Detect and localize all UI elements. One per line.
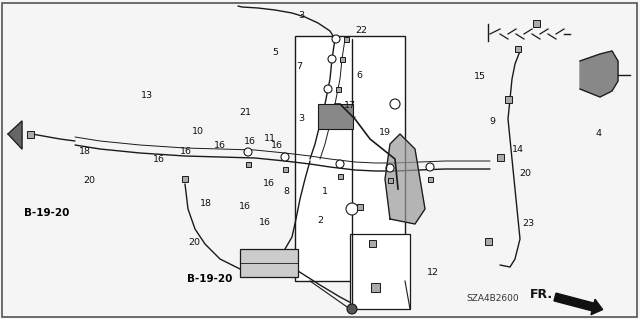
Circle shape: [332, 35, 340, 43]
Text: 17: 17: [344, 101, 356, 110]
Bar: [532, 19, 540, 26]
Text: 20: 20: [84, 176, 95, 185]
Bar: [344, 36, 349, 41]
Bar: [339, 56, 344, 62]
Text: 23: 23: [523, 219, 534, 228]
Text: 9: 9: [490, 117, 496, 126]
Circle shape: [347, 304, 357, 314]
Text: 1: 1: [322, 187, 328, 196]
Bar: [497, 153, 504, 160]
Text: 18: 18: [79, 147, 90, 156]
Text: 5: 5: [272, 48, 278, 57]
Bar: [246, 161, 250, 167]
Text: FR.: FR.: [530, 288, 553, 301]
Text: SZA4B2600: SZA4B2600: [466, 294, 518, 303]
Text: 12: 12: [427, 268, 438, 277]
Bar: [428, 176, 433, 182]
Text: 7: 7: [296, 62, 303, 71]
Text: 16: 16: [153, 155, 164, 164]
Text: 22: 22: [355, 26, 367, 35]
Text: B-19-20: B-19-20: [187, 274, 232, 285]
Text: 3: 3: [298, 114, 304, 122]
Text: 15: 15: [474, 72, 486, 81]
Circle shape: [324, 85, 332, 93]
Text: 14: 14: [513, 145, 524, 154]
Bar: [26, 130, 33, 137]
Text: 4: 4: [595, 130, 602, 138]
Text: 18: 18: [200, 199, 212, 208]
Bar: [240, 249, 298, 277]
Text: 6: 6: [356, 71, 363, 80]
Text: 16: 16: [244, 137, 255, 146]
Text: 2: 2: [317, 216, 323, 225]
Bar: [318, 104, 353, 129]
Circle shape: [426, 163, 434, 171]
Text: 16: 16: [271, 141, 282, 150]
Text: 10: 10: [193, 127, 204, 136]
Text: 16: 16: [263, 179, 275, 188]
Bar: [515, 46, 521, 52]
Bar: [350, 234, 410, 309]
Bar: [369, 240, 376, 247]
Text: 11: 11: [264, 134, 276, 143]
Bar: [504, 95, 511, 102]
Text: 16: 16: [214, 141, 225, 150]
Text: 20: 20: [519, 169, 531, 178]
Circle shape: [244, 148, 252, 156]
Text: 16: 16: [259, 218, 271, 226]
Circle shape: [336, 160, 344, 168]
Text: 16: 16: [180, 147, 191, 156]
Circle shape: [281, 153, 289, 161]
Text: 21: 21: [240, 108, 252, 117]
Circle shape: [328, 55, 336, 63]
Bar: [484, 238, 492, 244]
Bar: [295, 36, 405, 281]
Circle shape: [346, 203, 358, 215]
Text: 20: 20: [189, 238, 200, 247]
Bar: [387, 177, 392, 182]
Circle shape: [390, 99, 400, 109]
Bar: [182, 176, 188, 182]
Bar: [282, 167, 287, 172]
Text: 13: 13: [141, 91, 153, 100]
Polygon shape: [385, 134, 425, 224]
Bar: [337, 174, 342, 179]
Text: B-19-20: B-19-20: [24, 208, 70, 218]
Text: 16: 16: [239, 202, 251, 211]
Text: 3: 3: [298, 11, 304, 20]
FancyArrow shape: [554, 293, 603, 315]
Polygon shape: [580, 51, 618, 97]
Bar: [371, 283, 380, 292]
Bar: [335, 86, 340, 92]
Text: 8: 8: [283, 187, 289, 196]
Circle shape: [386, 164, 394, 172]
Bar: [357, 204, 363, 210]
Text: 19: 19: [380, 128, 391, 137]
Polygon shape: [8, 121, 22, 149]
